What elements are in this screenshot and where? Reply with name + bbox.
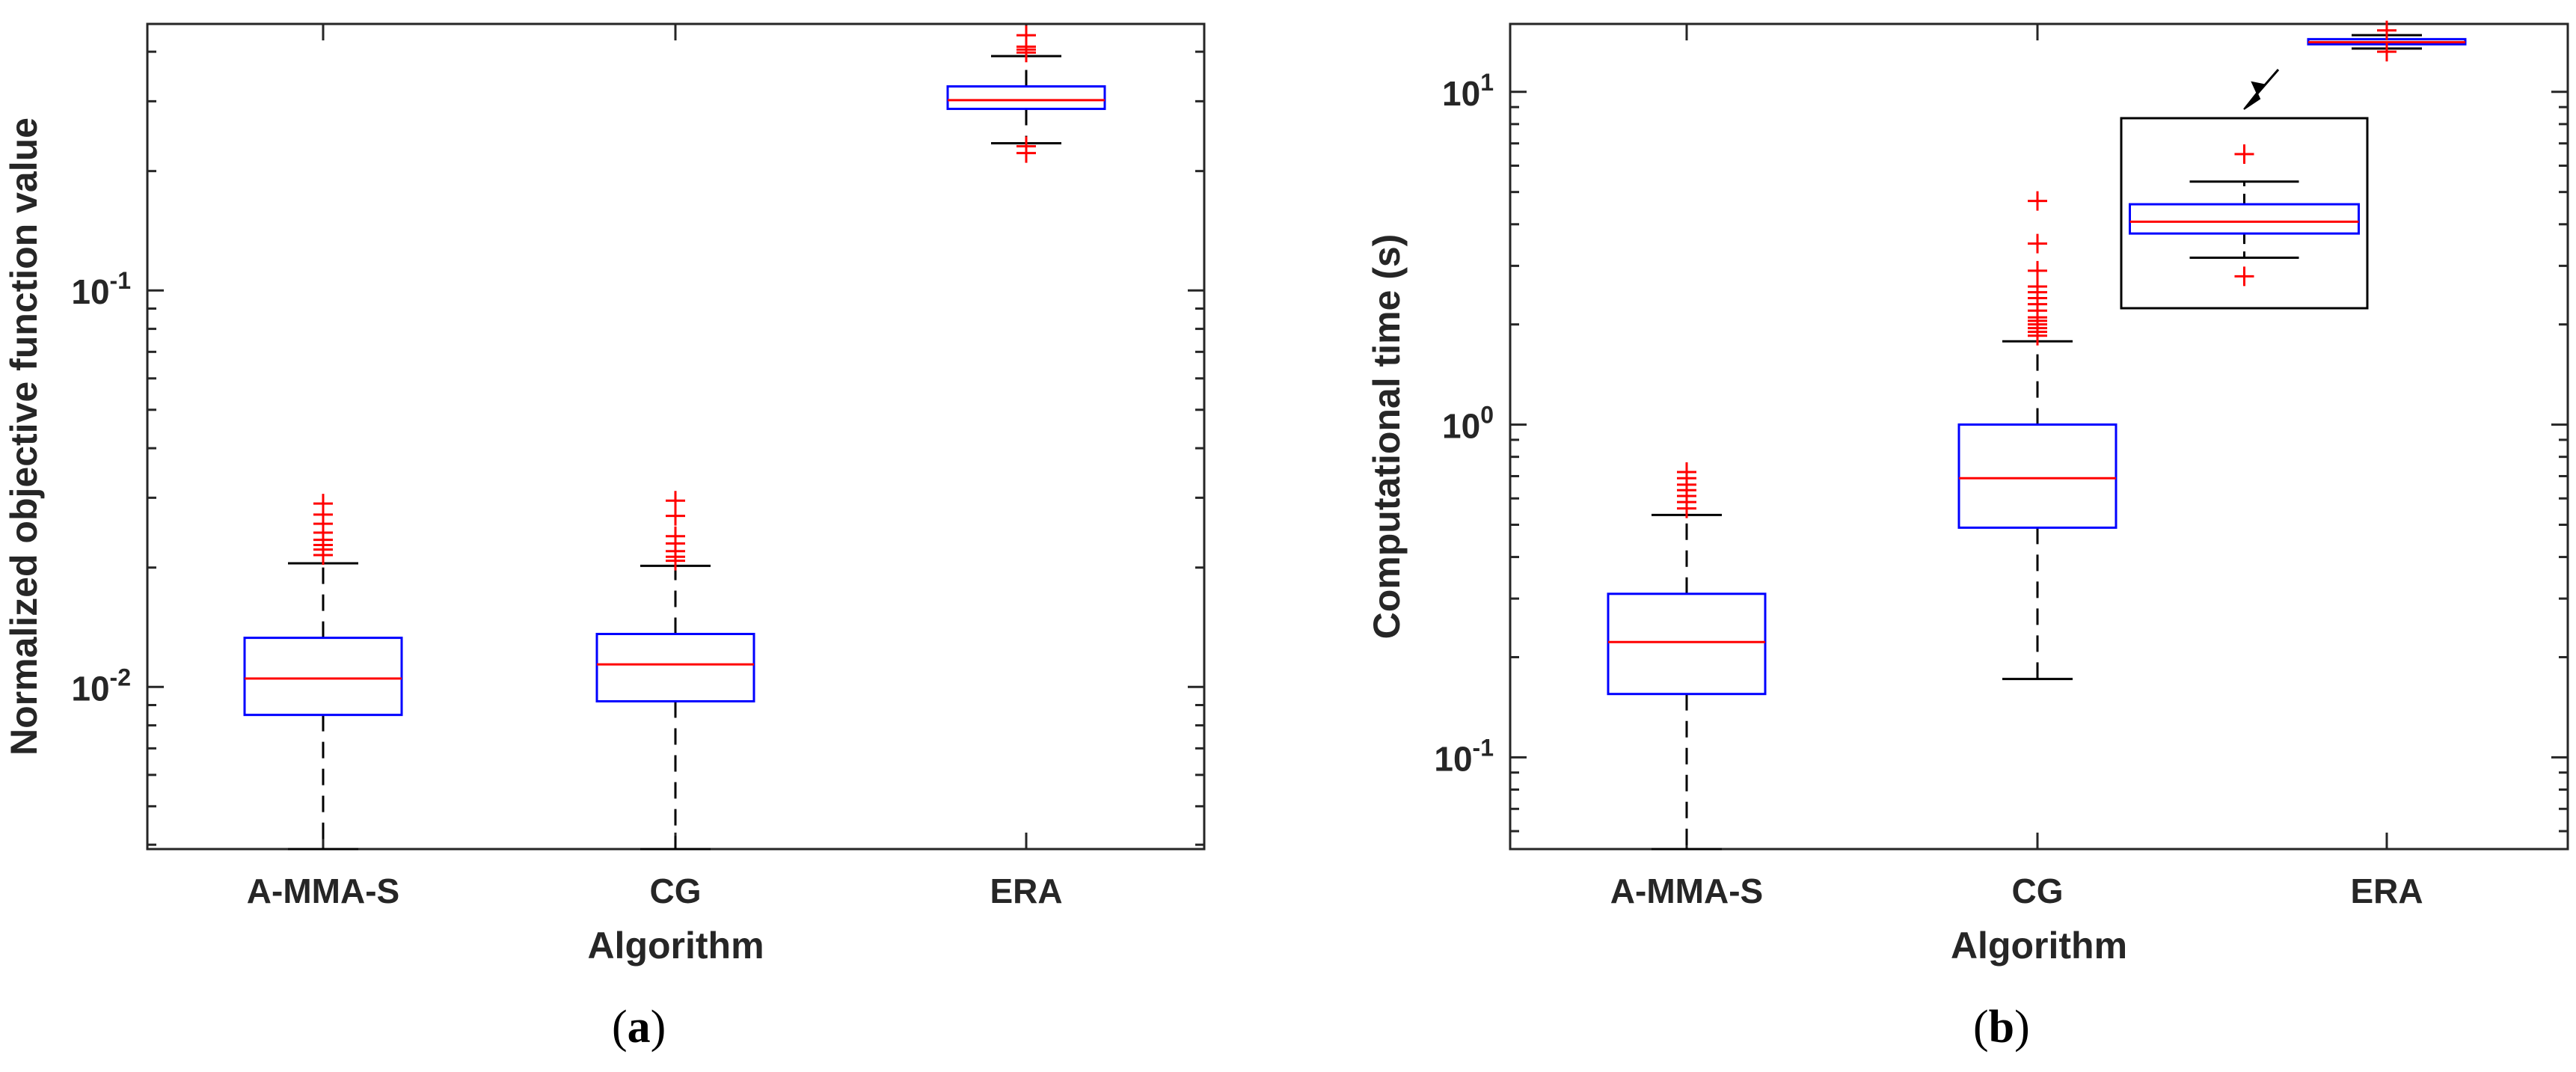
panel-a: 10-210-1A-MMA-S CG ERAAlgorithmNormalized … (3, 22, 1206, 967)
outlier-marker (666, 491, 685, 511)
y-tick-label: 101 (1442, 69, 1494, 113)
y-tick-label: 10-1 (1434, 734, 1494, 778)
y-tick-label-exp: 0 (1480, 402, 1494, 429)
outlier-marker (313, 494, 333, 514)
x-tick-label: ERA (990, 872, 1062, 910)
x-axis-label: Algorithm (1951, 925, 2127, 967)
x-tick-label: CG (2012, 872, 2064, 910)
box-iqr (243, 637, 403, 717)
y-tick-label-exp: -1 (1473, 734, 1494, 761)
y-tick-label-base: 10 (71, 669, 109, 708)
outlier-marker (2028, 233, 2047, 254)
box-a-mma-s (243, 494, 403, 851)
box-a-mma-s (1607, 462, 1767, 851)
y-axis-label: Computational time (s) (1366, 234, 1408, 640)
y-tick-label-base: 10 (1442, 407, 1480, 446)
y-tick-label-exp: -2 (110, 664, 131, 690)
outlier-marker (1677, 462, 1696, 483)
y-tick-label-exp: 1 (1480, 69, 1494, 96)
axes-frame (1509, 22, 2569, 851)
inset-outlier-marker (2234, 144, 2254, 164)
y-tick-label-exp: -1 (110, 267, 131, 294)
inset-frame (2120, 117, 2369, 310)
inset-box (2129, 203, 2360, 235)
outlier-marker (666, 526, 685, 546)
inset-arrow-head (2243, 81, 2265, 110)
inset-outlier-marker (2234, 266, 2254, 287)
x-tick-label: A-MMA-S (247, 872, 399, 910)
box-iqr (595, 632, 755, 702)
y-tick-label: 10-1 (71, 267, 131, 311)
x-tick-label: CG (650, 872, 702, 910)
outlier-marker (2377, 42, 2396, 62)
box-cg (595, 491, 755, 851)
outlier-marker (2028, 191, 2047, 211)
outlier-marker (1016, 25, 1036, 46)
inset-zoom (2120, 69, 2369, 310)
panel-label-b: (b) (1973, 1002, 2030, 1053)
outlier-marker (2377, 20, 2396, 40)
x-axis-label: Algorithm (587, 925, 764, 967)
y-tick-label-base: 10 (71, 272, 109, 311)
box-iqr (946, 85, 1106, 111)
x-tick-label: ERA (2350, 872, 2423, 910)
panel-label-a: (a) (612, 1002, 666, 1053)
axes-frame (146, 22, 1206, 851)
x-tick-label: A-MMA-S (1610, 872, 1763, 910)
box-iqr (1607, 592, 1767, 696)
y-axis-label: Normalized objective function value (3, 117, 45, 756)
outlier-marker (2028, 260, 2047, 281)
y-tick-label-base: 10 (1442, 74, 1480, 113)
box-cg (1957, 191, 2117, 681)
y-tick-label: 100 (1442, 402, 1494, 446)
y-tick-label: 10-2 (71, 664, 131, 708)
box-era (2307, 20, 2467, 62)
box-iqr (1957, 423, 2117, 529)
box-era (946, 25, 1106, 163)
outlier-marker (1016, 136, 1036, 156)
y-tick-label-base: 10 (1434, 739, 1472, 778)
